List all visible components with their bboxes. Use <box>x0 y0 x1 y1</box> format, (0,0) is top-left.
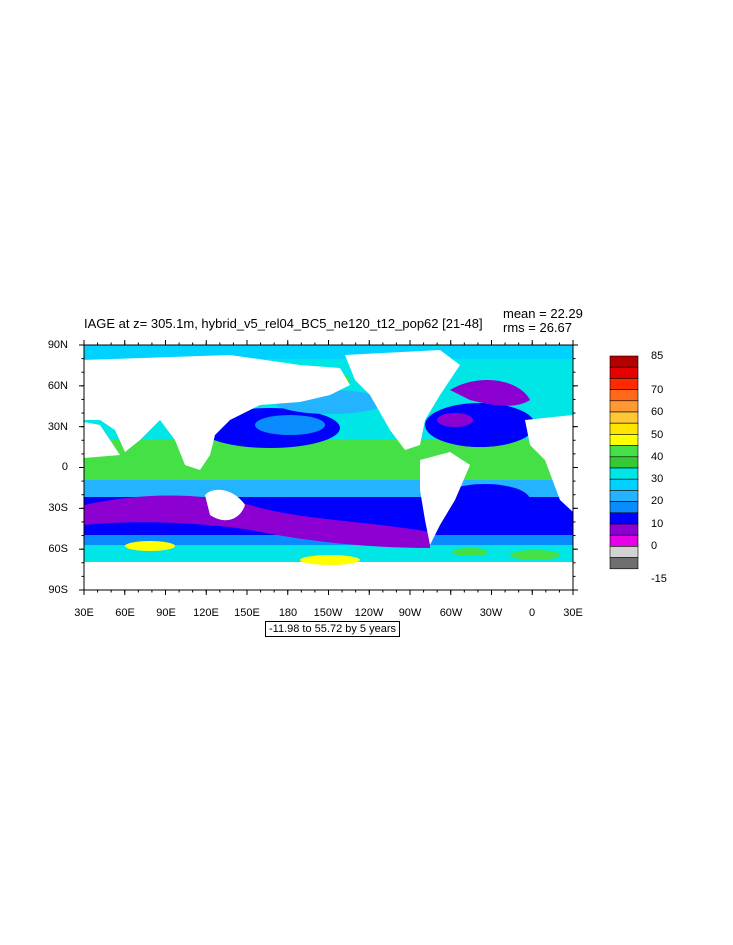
antarctic-patch-2 <box>300 555 360 565</box>
colorbar-box <box>609 389 639 402</box>
colorbar-box <box>609 546 639 558</box>
antarctic-shelf-band <box>84 545 573 565</box>
lat-label: 30N <box>47 421 68 433</box>
colorbar-box <box>609 378 639 390</box>
lon-label: 180 <box>278 607 298 619</box>
lat-label: 0 <box>61 461 68 473</box>
lon-label: 30W <box>479 607 503 619</box>
south-america-land <box>420 452 470 545</box>
colorbar-box <box>609 501 639 514</box>
colorbar-box <box>609 445 639 458</box>
colorbar-box <box>609 512 639 525</box>
north-america-land <box>345 350 460 450</box>
lon-label: 60E <box>115 607 135 619</box>
antarctic-patch-4 <box>510 550 560 560</box>
lon-label: 150W <box>313 607 343 619</box>
lat-label: 90S <box>48 584 68 596</box>
lon-label: 90W <box>398 607 422 619</box>
antarctic-patch-3 <box>452 548 488 556</box>
contour-range-label: -11.98 to 55.72 by 5 years <box>265 621 400 637</box>
lat-label: 90N <box>47 339 68 351</box>
arctic-band <box>84 345 573 359</box>
lon-label: 150E <box>234 607 260 619</box>
antarctica-region <box>84 562 573 590</box>
lat-label: 60S <box>48 543 68 555</box>
australia-land <box>205 489 245 521</box>
lat-label: 60N <box>47 380 68 392</box>
subpolar-atlantic <box>450 379 530 406</box>
lon-label: 90E <box>156 607 176 619</box>
colorbar-box <box>609 422 639 435</box>
colorbar-box <box>609 478 639 491</box>
colorbar-label: 70 <box>651 384 664 396</box>
lon-label: 60W <box>439 607 463 619</box>
map-field <box>84 345 573 590</box>
colorbar-box <box>609 490 639 502</box>
colorbar-box <box>609 523 639 536</box>
north-pacific-core <box>255 415 325 435</box>
africa-land <box>525 415 573 512</box>
colorbar-label: 85 <box>651 350 664 362</box>
southern-ocean-low-age <box>84 495 430 548</box>
colorbar-label: 50 <box>651 429 664 441</box>
lon-label: 120E <box>193 607 219 619</box>
colorbar-box <box>609 366 639 379</box>
lon-label: 0 <box>528 607 536 619</box>
colorbar-label: -15 <box>651 573 667 585</box>
colorbar-label: 60 <box>651 406 664 418</box>
africa-horn-land <box>84 422 120 458</box>
colorbar-label: 0 <box>651 540 658 552</box>
lat-label: 30S <box>48 502 68 514</box>
colorbar-box <box>609 456 639 469</box>
north-atlantic-gyre <box>425 403 535 447</box>
colorbar-label: 10 <box>651 518 664 530</box>
equatorial-band <box>84 440 573 485</box>
colorbar-box <box>609 434 639 446</box>
plot-title: IAGE at z= 305.1m, hybrid_v5_rel04_BC5_n… <box>84 316 483 331</box>
lon-label: 30E <box>74 607 94 619</box>
rms-value: rms = 26.67 <box>503 320 573 335</box>
colorbar <box>609 355 639 570</box>
colorbar-box <box>609 355 639 368</box>
axis-ticks <box>79 340 578 595</box>
colorbar-box <box>609 400 639 413</box>
eurasia-land <box>84 355 350 470</box>
mean-value: mean = 22.29 <box>503 306 583 321</box>
south-atlantic-gyre <box>440 484 530 516</box>
colorbar-box <box>609 467 639 480</box>
colorbar-label: 20 <box>651 495 664 507</box>
antarctic-patch-1 <box>125 541 175 551</box>
colorbar-box <box>609 411 639 424</box>
lon-label: 30E <box>563 607 583 619</box>
north-atlantic-core <box>437 413 473 427</box>
colorbar-label: 30 <box>651 473 664 485</box>
colorbar-box <box>609 557 639 570</box>
colorbar-box <box>609 534 639 547</box>
lon-label: 120W <box>354 607 384 619</box>
colorbar-label: 40 <box>651 451 664 463</box>
